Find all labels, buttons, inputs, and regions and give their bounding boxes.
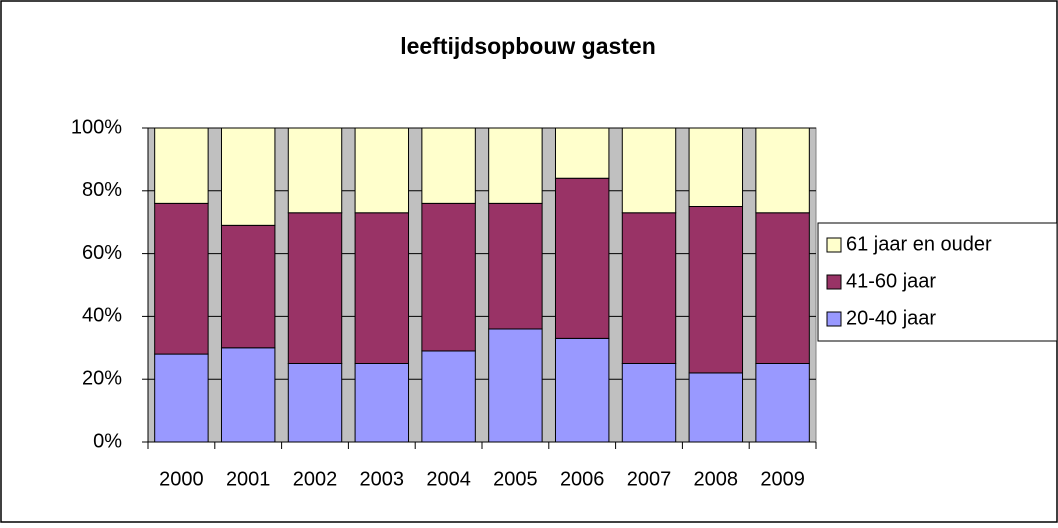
bar-segment [154, 353, 209, 443]
bar-segment [688, 127, 744, 207]
legend-label: 41-60 jaar [846, 270, 936, 292]
bar-segment [354, 212, 410, 364]
x-tick-label: 2008 [694, 468, 739, 490]
x-tick-label: 2001 [226, 468, 271, 490]
bar-segment [287, 212, 343, 364]
legend-label: 20-40 jaar [846, 307, 936, 329]
bar-segment [421, 202, 476, 352]
bar-segment [488, 328, 543, 443]
bar-segment [755, 212, 810, 364]
bar-segment [154, 127, 209, 204]
bar-segment [621, 363, 677, 443]
bar-segment [287, 363, 343, 443]
bar-segment [220, 347, 276, 443]
y-tick-label: 0% [93, 430, 122, 452]
bar-segment [354, 127, 410, 214]
bar-segment [354, 363, 410, 443]
bar-segment [621, 212, 677, 364]
bar-segment [755, 363, 810, 443]
y-tick-label: 60% [82, 242, 122, 264]
bar-segment [287, 127, 343, 214]
y-tick-label: 40% [82, 305, 122, 327]
bar-segment [621, 127, 677, 214]
legend-label: 61 jaar en ouder [846, 233, 992, 255]
bar-segment [421, 127, 476, 204]
legend-swatch [826, 237, 842, 253]
bar-segment [554, 337, 610, 443]
bar-segment [688, 206, 744, 374]
x-tick-label: 2000 [159, 468, 204, 490]
bar-segment [488, 127, 543, 204]
legend-box [817, 222, 1058, 342]
legend-swatch [826, 311, 842, 327]
bar-segment [488, 202, 543, 330]
bar-segment [220, 224, 276, 349]
bar-segment [154, 202, 209, 355]
y-tick-label: 80% [82, 179, 122, 201]
x-tick-label: 2007 [627, 468, 672, 490]
x-tick-label: 2002 [293, 468, 338, 490]
bar-segment [220, 127, 276, 226]
x-tick-label: 2009 [760, 468, 805, 490]
legend-swatch [826, 274, 842, 290]
y-tick-label: 20% [82, 367, 122, 389]
bar-segment [554, 127, 610, 179]
y-tick-label: 100% [71, 116, 122, 138]
bar-segment [688, 372, 744, 443]
bar-segment [755, 127, 810, 214]
bar-segment [554, 177, 610, 339]
chart-title: leeftijdsopbouw gasten [400, 33, 656, 59]
x-tick-label: 2004 [426, 468, 471, 490]
x-tick-label: 2003 [360, 468, 405, 490]
x-tick-label: 2006 [560, 468, 605, 490]
x-tick-label: 2005 [493, 468, 538, 490]
bar-segment [421, 350, 476, 443]
